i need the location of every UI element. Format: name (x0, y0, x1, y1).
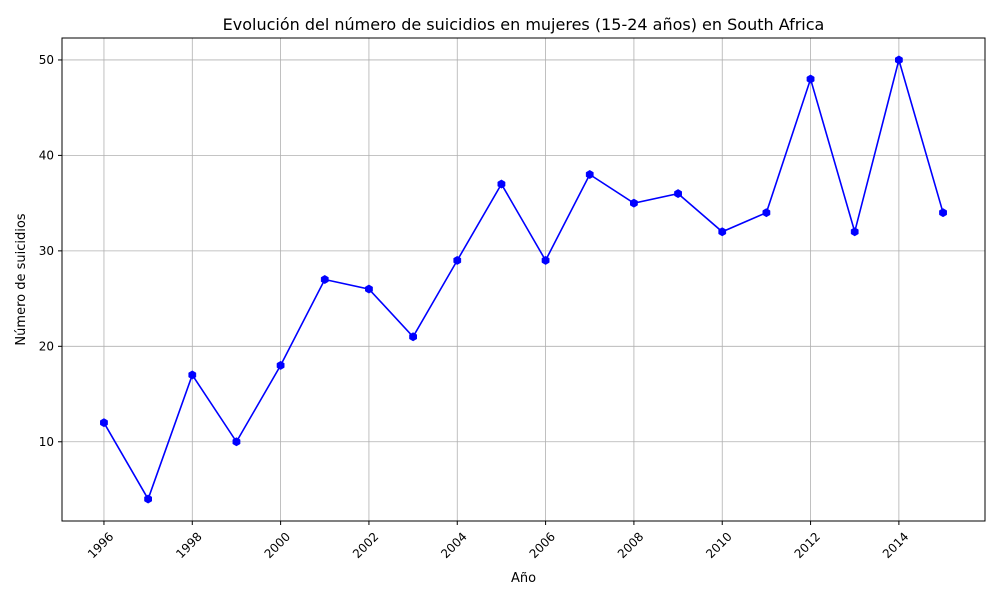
data-point-marker (497, 179, 506, 189)
data-point-marker (453, 255, 462, 265)
data-point-marker (895, 55, 903, 65)
data-point-marker (850, 227, 859, 237)
data-point-marker (144, 494, 152, 504)
y-tick-label: 20 (39, 339, 54, 353)
data-point-marker (232, 437, 241, 447)
y-axis-label: Número de suicidios (14, 213, 29, 345)
y-tick-label: 30 (39, 244, 54, 258)
data-point-marker (409, 332, 417, 342)
data-point-marker (939, 208, 947, 218)
data-point-marker (320, 275, 329, 284)
y-tick-label: 10 (39, 435, 54, 449)
data-point-marker (630, 198, 638, 208)
y-tick-label: 40 (39, 148, 54, 162)
data-point-marker (806, 74, 815, 84)
data-point-marker (718, 227, 727, 237)
data-point-marker (100, 418, 108, 428)
data-point-marker (365, 284, 373, 294)
grid (62, 38, 985, 521)
data-point-marker (585, 170, 594, 179)
plot-frame (61, 37, 986, 522)
series-line (103, 56, 944, 501)
data-point-marker (276, 360, 285, 370)
data-point-marker (188, 370, 197, 380)
series-group (100, 55, 947, 504)
y-tick-label: 50 (39, 53, 54, 67)
x-axis-label: Año (511, 571, 536, 586)
data-point-marker (762, 208, 771, 218)
data-point-marker (674, 189, 682, 199)
chart-title: Evolución del número de suicidios en muj… (223, 15, 825, 34)
data-point-marker (541, 255, 550, 265)
